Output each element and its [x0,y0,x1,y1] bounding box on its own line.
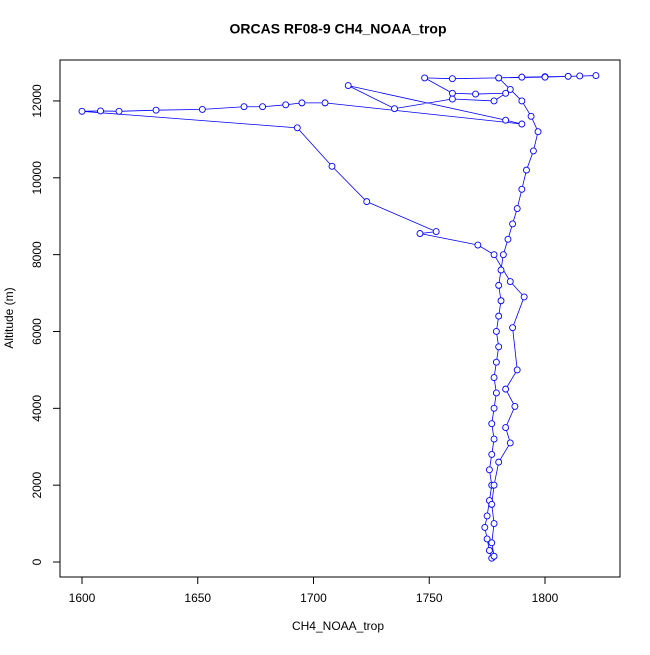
x-tick-label: 1600 [69,591,96,605]
data-point [513,366,521,374]
data-point [483,512,491,520]
data-point [497,297,505,305]
y-tick-label: 8000 [30,241,44,268]
data-point [490,435,498,443]
x-tick-label: 1650 [184,591,211,605]
data-point [564,72,572,80]
data-point [198,105,206,113]
data-point [520,293,528,301]
data-point [488,500,496,508]
y-tick-label: 12000 [30,84,44,118]
data-point [488,450,496,458]
data-point [490,404,498,412]
y-tick-label: 2000 [30,472,44,499]
y-axis-label: Altitude (m) [2,287,16,348]
data-point [523,166,530,174]
x-axis-label: CH4_NOAA_trop [292,619,384,633]
data-point [485,466,493,474]
data-point [259,103,267,111]
data-point [363,198,371,206]
data-point [481,523,489,531]
y-tick-label: 4000 [30,395,44,422]
data-point [298,99,306,107]
data-point [328,162,336,170]
data-point [391,105,398,113]
data-point [499,251,507,259]
data-point [495,458,503,466]
data-point [541,73,549,81]
y-tick-label: 6000 [30,318,44,345]
data-point [495,74,503,82]
data-point [506,278,514,285]
data-point [518,97,526,105]
data-point [492,358,500,366]
data-point [492,389,500,397]
data-point [240,103,248,111]
data-point [502,424,510,431]
y-tick-label: 10000 [30,161,44,195]
data-point [518,73,526,81]
data-point [495,312,503,320]
data-point [490,251,498,259]
data-point [502,89,510,97]
data-point [497,266,505,274]
data-point [509,324,517,332]
data-point [511,402,519,410]
data-point [448,89,456,97]
data-point [527,112,535,120]
data-point [432,228,440,236]
data-point [506,439,514,447]
chart-title: ORCAS RF08-9 CH4_NOAA_trop [229,21,446,37]
data-point [504,235,512,243]
data-point [421,74,429,82]
data-point [488,539,496,547]
data-point [321,99,329,107]
x-tick-label: 1700 [300,591,327,605]
data-point [488,420,496,428]
data-point [485,547,493,554]
data-point [490,552,498,560]
data-point [152,106,160,114]
data-point [502,116,510,124]
data-point [416,230,424,237]
data-point [592,72,600,80]
data-point [490,374,498,382]
data-point [518,120,526,128]
data-point [576,72,584,80]
data-point [502,385,510,393]
data-point [534,128,542,136]
data-point [495,281,503,289]
data-point [509,220,517,228]
data-point [495,343,503,351]
plot-frame [59,59,621,578]
data-point [97,107,104,115]
data-point [490,97,498,105]
data-point [529,147,537,155]
y-tick-label: 0 [30,558,44,565]
data-point [78,107,86,115]
data-point [513,205,521,212]
data-point [282,101,290,109]
data-point [344,82,352,90]
x-tick-label: 1800 [532,591,559,605]
data-point [483,535,491,543]
data-point [518,185,526,193]
data-point [448,75,456,83]
data-point [490,481,498,489]
data-point [472,90,479,98]
data-point [448,95,456,103]
data-point [293,124,301,132]
data-point [490,520,498,528]
data-point [492,328,500,335]
data-point [506,85,514,93]
data-point [115,107,123,115]
data-point [474,241,482,249]
x-tick-label: 1750 [416,591,443,605]
